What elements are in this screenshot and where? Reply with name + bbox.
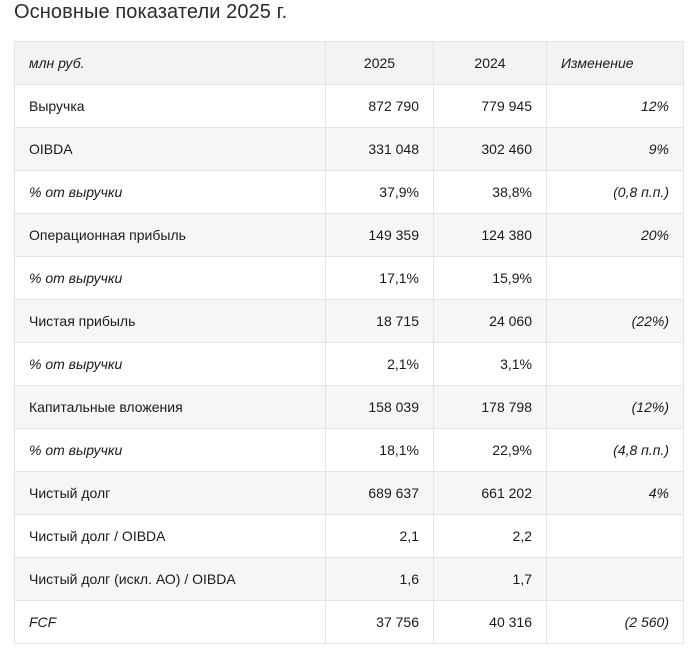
cell-value-2025: 37,9% — [325, 170, 434, 214]
cell-change — [546, 514, 684, 558]
cell-value-2025: 18 715 — [325, 299, 434, 343]
row-label: % от выручки — [14, 256, 326, 300]
cell-value-2024: 15,9% — [433, 256, 547, 300]
cell-change: (0,8 п.п.) — [546, 170, 684, 214]
page-title: Основные показатели 2025 г. — [14, 1, 288, 23]
table-row: % от выручки 18,1% 22,9% (4,8 п.п.) — [14, 428, 684, 472]
table-row: % от выручки 17,1% 15,9% — [14, 256, 684, 300]
cell-value-2025: 18,1% — [325, 428, 434, 472]
row-label: % от выручки — [14, 342, 326, 386]
row-label: Чистый долг / OIBDA — [14, 514, 326, 558]
header-year-2024: 2024 — [433, 41, 547, 85]
table-row: Чистая прибыль 18 715 24 060 (22%) — [14, 299, 684, 343]
cell-value-2024: 3,1% — [433, 342, 547, 386]
row-label: Выручка — [14, 84, 326, 128]
cell-change: (2 560) — [546, 600, 684, 644]
cell-value-2024: 22,9% — [433, 428, 547, 472]
header-year-2025: 2025 — [325, 41, 434, 85]
row-label: OIBDA — [14, 127, 326, 171]
table-row: % от выручки 37,9% 38,8% (0,8 п.п.) — [14, 170, 684, 214]
table-row: Чистый долг (искл. АО) / OIBDA 1,6 1,7 — [14, 557, 684, 601]
cell-value-2024: 124 380 — [433, 213, 547, 257]
row-label: Чистый долг (искл. АО) / OIBDA — [14, 557, 326, 601]
table-row: Операционная прибыль 149 359 124 380 20% — [14, 213, 684, 257]
header-units: млн руб. — [14, 41, 326, 85]
cell-value-2025: 689 637 — [325, 471, 434, 515]
cell-value-2025: 149 359 — [325, 213, 434, 257]
row-label: % от выручки — [14, 170, 326, 214]
cell-change — [546, 256, 684, 300]
cell-change: 4% — [546, 471, 684, 515]
row-label: Чистый долг — [14, 471, 326, 515]
table-body: Выручка 872 790 779 945 12% OIBDA 331 048 302 … — [14, 84, 684, 644]
indicators-table-container: млн руб. 2025 2024 Изменение Выручка 872 … — [14, 41, 684, 644]
cell-change: (22%) — [546, 299, 684, 343]
table-row: OIBDA 331 048 302 460 9% — [14, 127, 684, 171]
table-row: Капитальные вложения 158 039 178 798 (12%) — [14, 385, 684, 429]
table-row: Чистый долг 689 637 661 202 4% — [14, 471, 684, 515]
table-header-row: млн руб. 2025 2024 Изменение — [14, 41, 684, 85]
cell-change: 9% — [546, 127, 684, 171]
indicators-table: млн руб. 2025 2024 Изменение Выручка 872 … — [14, 41, 684, 644]
cell-value-2025: 37 756 — [325, 600, 434, 644]
cell-value-2025: 1,6 — [325, 557, 434, 601]
cell-value-2025: 2,1% — [325, 342, 434, 386]
cell-change: 20% — [546, 213, 684, 257]
row-label: FCF — [14, 600, 326, 644]
row-label: Операционная прибыль — [14, 213, 326, 257]
cell-change: (12%) — [546, 385, 684, 429]
cell-value-2024: 24 060 — [433, 299, 547, 343]
cell-change — [546, 557, 684, 601]
cell-change: (4,8 п.п.) — [546, 428, 684, 472]
cell-change: 12% — [546, 84, 684, 128]
cell-value-2024: 2,2 — [433, 514, 547, 558]
cell-value-2025: 331 048 — [325, 127, 434, 171]
header-change: Изменение — [546, 41, 684, 85]
cell-value-2024: 1,7 — [433, 557, 547, 601]
cell-value-2024: 779 945 — [433, 84, 547, 128]
row-label: Чистая прибыль — [14, 299, 326, 343]
cell-value-2025: 2,1 — [325, 514, 434, 558]
table-row: Чистый долг / OIBDA 2,1 2,2 — [14, 514, 684, 558]
table-row: Выручка 872 790 779 945 12% — [14, 84, 684, 128]
row-label: % от выручки — [14, 428, 326, 472]
cell-value-2025: 158 039 — [325, 385, 434, 429]
cell-value-2024: 40 316 — [433, 600, 547, 644]
cell-change — [546, 342, 684, 386]
cell-value-2025: 17,1% — [325, 256, 434, 300]
cell-value-2024: 178 798 — [433, 385, 547, 429]
table-row: FCF 37 756 40 316 (2 560) — [14, 600, 684, 644]
cell-value-2024: 302 460 — [433, 127, 547, 171]
cell-value-2024: 661 202 — [433, 471, 547, 515]
cell-value-2024: 38,8% — [433, 170, 547, 214]
cell-value-2025: 872 790 — [325, 84, 434, 128]
table-row: % от выручки 2,1% 3,1% — [14, 342, 684, 386]
row-label: Капитальные вложения — [14, 385, 326, 429]
